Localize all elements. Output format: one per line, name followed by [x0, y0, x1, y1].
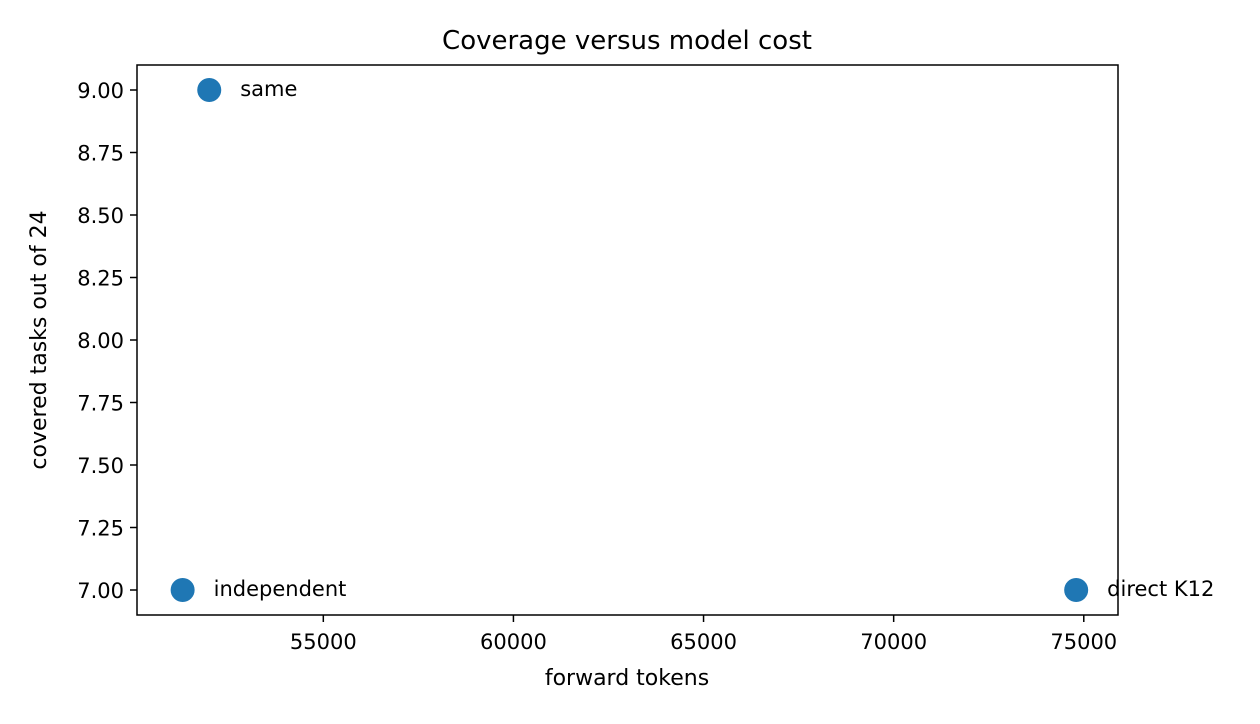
- y-tick-label: 8.00: [77, 329, 124, 353]
- plot-frame: [136, 64, 1119, 616]
- point-label: same: [240, 77, 297, 101]
- data-point: [170, 578, 195, 602]
- y-tick-label: 7.50: [77, 454, 124, 478]
- y-tick-label: 7.00: [77, 579, 124, 603]
- data-points: same independent direct K12: [170, 77, 1214, 602]
- x-tick-label: 65000: [670, 630, 737, 654]
- y-tick-label: 8.50: [77, 204, 124, 228]
- x-axis-ticks: 55000 60000 65000 70000 75000: [290, 615, 1117, 654]
- y-axis-label: covered tasks out of 24: [27, 210, 52, 469]
- y-tick-label: 8.75: [77, 142, 124, 166]
- plot-area: [136, 64, 1119, 616]
- y-tick-label: 7.25: [77, 517, 124, 541]
- x-tick-label: 55000: [290, 630, 357, 654]
- chart-title: Coverage versus model cost: [442, 26, 812, 56]
- y-tick-label: 7.75: [77, 392, 124, 416]
- x-axis-label: forward tokens: [545, 666, 709, 691]
- point-label: direct K12: [1107, 577, 1214, 601]
- x-tick-label: 70000: [860, 630, 927, 654]
- y-axis-ticks: 7.00 7.25 7.50 7.75 8.00 8.25 8.50 8.75 9.00: [77, 79, 137, 603]
- y-tick-label: 8.25: [77, 267, 124, 291]
- data-point: [197, 78, 222, 102]
- data-point: [1064, 578, 1089, 602]
- point-label: independent: [214, 577, 347, 601]
- x-tick-label: 75000: [1050, 630, 1117, 654]
- x-tick-label: 60000: [480, 630, 547, 654]
- y-tick-label: 9.00: [77, 79, 124, 103]
